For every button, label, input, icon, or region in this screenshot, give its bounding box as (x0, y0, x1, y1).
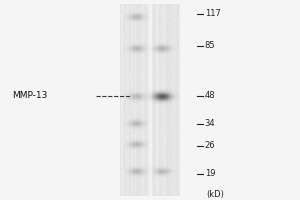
Text: 48: 48 (205, 92, 215, 100)
Text: 19: 19 (205, 170, 215, 178)
Text: 117: 117 (205, 9, 220, 19)
Text: 85: 85 (205, 42, 215, 50)
Text: MMP-13: MMP-13 (12, 92, 47, 100)
Text: 26: 26 (205, 142, 215, 150)
Text: 34: 34 (205, 119, 215, 129)
Text: (kD): (kD) (206, 190, 224, 198)
